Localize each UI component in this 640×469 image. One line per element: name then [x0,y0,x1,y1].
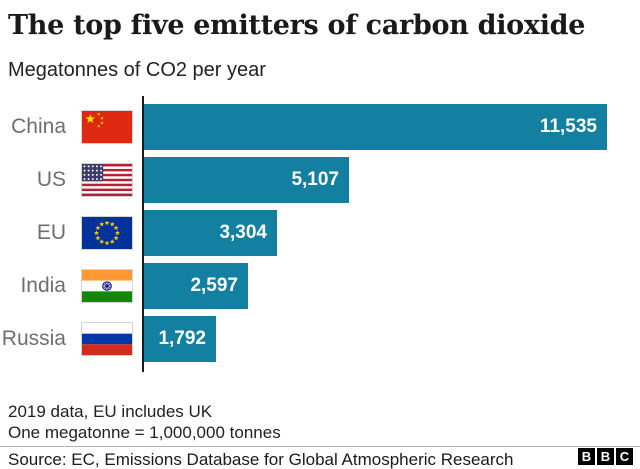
bbc-logo-letter: B [597,448,614,465]
bar-value-label: 3,304 [219,222,267,243]
chart-subtitle: Megatonnes of CO2 per year [8,59,266,81]
bbc-logo-letter: C [616,448,633,465]
bbc-logo-letter: B [578,448,595,465]
us-flag-icon [81,163,133,197]
source-text: Source: EC, Emissions Database for Globa… [8,450,514,469]
bar-russia: 1,792 [144,316,216,362]
bar-eu: 3,304 [144,210,277,256]
chart-title: The top five emitters of carbon dioxide [8,10,586,41]
india-flag-icon [81,269,133,303]
y-axis-line [142,96,144,372]
china-flag-icon [81,110,133,144]
footer-divider [0,446,640,447]
country-label-us: US [36,168,66,191]
russia-flag-icon [81,322,133,356]
bar-value-label: 1,792 [158,328,206,349]
country-label-india: India [20,274,66,297]
country-label-china: China [11,115,66,138]
footnote-megatonne: One megatonne = 1,000,000 tonnes [8,423,281,442]
bar-china: 11,535 [144,104,607,150]
bar-value-label: 2,597 [190,275,238,296]
footnote-data-year: 2019 data, EU includes UK [8,402,213,421]
bar-us: 5,107 [144,157,349,203]
bar-india: 2,597 [144,263,248,309]
bar-value-label: 11,535 [539,116,597,137]
country-label-eu: EU [36,221,66,244]
eu-flag-icon [81,216,133,250]
country-label-russia: Russia [1,327,66,350]
bar-value-label: 5,107 [291,169,339,190]
